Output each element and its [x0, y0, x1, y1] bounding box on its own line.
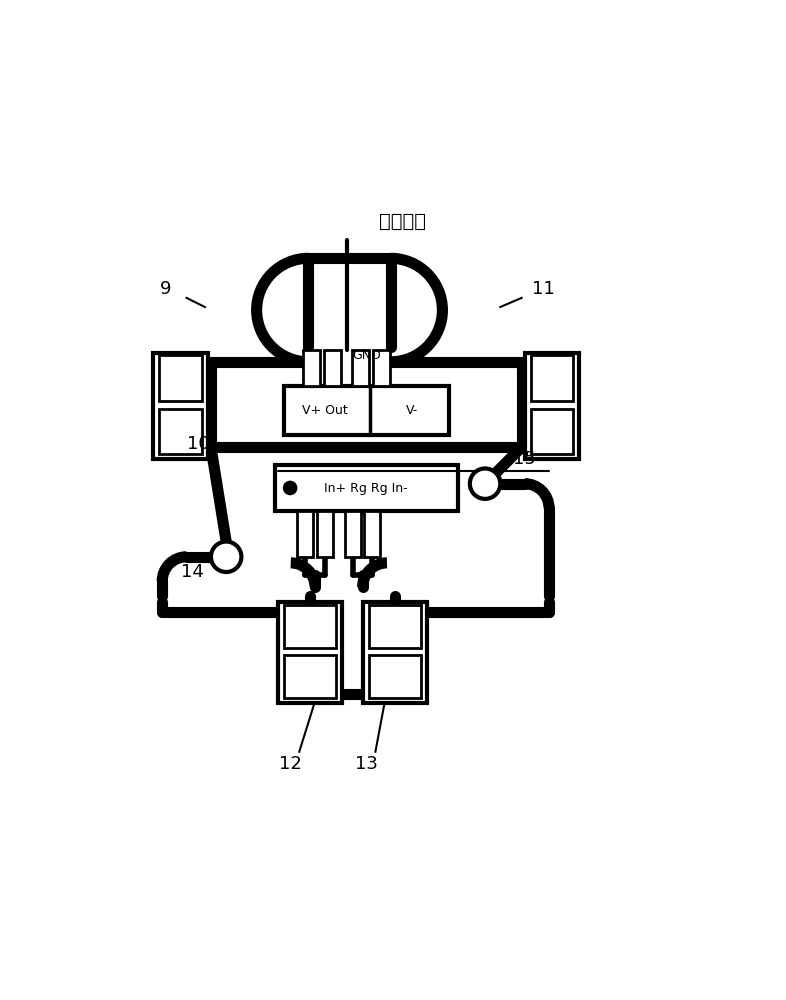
Bar	[284, 655, 336, 698]
Text: 9: 9	[160, 280, 171, 298]
Bar	[284, 386, 449, 435]
Text: 15: 15	[513, 450, 536, 468]
Text: 12: 12	[279, 755, 302, 773]
Circle shape	[470, 468, 501, 499]
Bar	[303, 350, 320, 386]
Text: 11: 11	[531, 280, 554, 298]
Text: 14: 14	[182, 563, 204, 581]
Text: 信号输出: 信号输出	[380, 212, 426, 231]
Bar	[278, 602, 342, 703]
Bar	[373, 350, 390, 386]
Bar	[159, 355, 202, 401]
Bar	[284, 605, 336, 648]
Bar	[159, 409, 202, 454]
Circle shape	[211, 542, 241, 572]
Text: V-: V-	[406, 404, 418, 417]
Bar	[369, 655, 421, 698]
Circle shape	[220, 551, 233, 563]
Bar	[531, 355, 574, 401]
Bar	[531, 409, 574, 454]
Bar	[275, 465, 457, 511]
Bar	[325, 350, 341, 386]
Text: 10: 10	[187, 435, 210, 453]
Bar	[297, 511, 314, 557]
Bar	[369, 605, 421, 648]
Bar	[365, 511, 380, 557]
Bar	[525, 353, 579, 459]
Bar	[317, 511, 332, 557]
Text: 13: 13	[354, 755, 378, 773]
Text: V+ Out: V+ Out	[302, 404, 347, 417]
Bar	[345, 511, 361, 557]
Bar	[363, 602, 428, 703]
Text: In+ Rg Rg In-: In+ Rg Rg In-	[325, 482, 408, 495]
Circle shape	[283, 481, 297, 495]
Bar	[153, 353, 208, 459]
Text: GND: GND	[352, 349, 380, 362]
Bar	[351, 350, 369, 386]
Circle shape	[479, 478, 491, 490]
